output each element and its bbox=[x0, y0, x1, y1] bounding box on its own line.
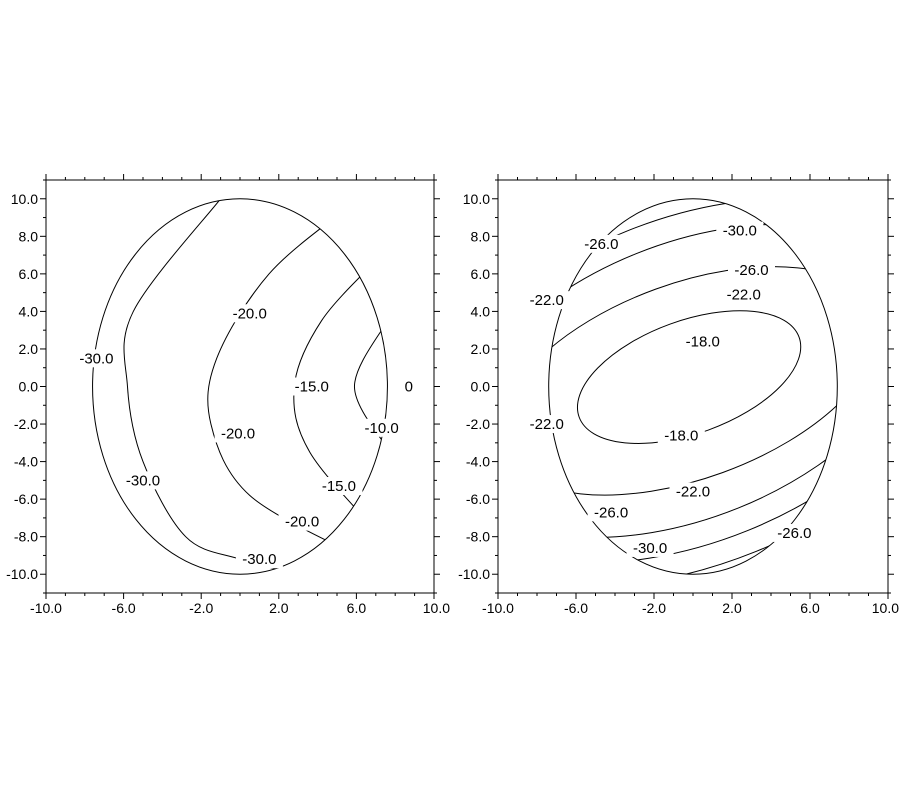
contour-line bbox=[123, 198, 299, 575]
contour-label-background bbox=[226, 304, 274, 323]
contour-label: -26.0 bbox=[734, 262, 768, 279]
x-tick-label: -10.0 bbox=[482, 600, 514, 616]
contour-label-background bbox=[657, 426, 705, 445]
contour-label: -18.0 bbox=[664, 427, 698, 444]
contour-label: -22.0 bbox=[676, 484, 710, 501]
contour-label: -20.0 bbox=[221, 425, 255, 442]
contour-label: 0 bbox=[405, 379, 413, 396]
x-tick-label: -6.0 bbox=[112, 600, 136, 616]
y-tick-label: -4.0 bbox=[466, 454, 490, 470]
contour-label-background bbox=[679, 332, 727, 351]
y-tick-label: -8.0 bbox=[466, 529, 490, 545]
y-tick-label: 8.0 bbox=[19, 228, 39, 244]
contour-label: -30.0 bbox=[633, 540, 667, 557]
y-tick-label: -10.0 bbox=[458, 566, 490, 582]
contour-label: -20.0 bbox=[233, 305, 267, 322]
x-tick-label: 6.0 bbox=[347, 600, 367, 616]
contour-line bbox=[548, 223, 838, 538]
contour-label-background bbox=[402, 377, 416, 396]
x-tick-label: 10.0 bbox=[423, 600, 450, 616]
y-tick-label: -8.0 bbox=[14, 529, 38, 545]
x-tick-label: 10.0 bbox=[872, 600, 899, 616]
contour-label-background bbox=[235, 550, 283, 569]
y-tick-label: 2.0 bbox=[19, 341, 39, 357]
plot-frame bbox=[45, 179, 435, 594]
contour-label-background bbox=[523, 291, 571, 310]
domain-boundary bbox=[548, 198, 838, 575]
contour-label-background bbox=[669, 482, 717, 501]
y-tick-label: 4.0 bbox=[471, 303, 491, 319]
contour-label: -30.0 bbox=[126, 472, 160, 489]
x-tick-label: -2.0 bbox=[189, 600, 213, 616]
y-tick-label: 10.0 bbox=[463, 191, 490, 207]
contour-label-background bbox=[770, 523, 818, 542]
x-tick-label: 2.0 bbox=[269, 600, 289, 616]
y-tick-label: 10.0 bbox=[11, 191, 38, 207]
y-tick-label: -2.0 bbox=[14, 416, 38, 432]
contour-label: -18.0 bbox=[686, 333, 720, 350]
contour-label-background bbox=[119, 471, 167, 490]
contour-label-background bbox=[315, 476, 363, 495]
y-tick-label: 8.0 bbox=[471, 228, 491, 244]
contour-label-background bbox=[728, 261, 775, 280]
contour-label: -15.0 bbox=[322, 478, 356, 495]
contour-lines bbox=[123, 198, 388, 575]
y-tick-label: 0.0 bbox=[471, 379, 491, 395]
right-contour-panel: -10.0 -6.0 -2.0 2.0 6.0 10.0 10.0 8.0 6.0 4.0 2.0 0… bbox=[458, 174, 899, 616]
contour-line bbox=[548, 266, 838, 496]
y-tick-label: -4.0 bbox=[14, 454, 38, 470]
y-tick-label: 2.0 bbox=[471, 341, 491, 357]
x-tick-label: 6.0 bbox=[800, 600, 820, 616]
contour-label: -15.0 bbox=[295, 379, 329, 396]
contour-label-background bbox=[278, 512, 326, 531]
contour-line bbox=[293, 258, 383, 538]
y-tick-label: 6.0 bbox=[19, 266, 39, 282]
y-tick-label: 6.0 bbox=[471, 266, 491, 282]
x-tick-label: -10.0 bbox=[30, 600, 62, 616]
left-contour-panel: -10.0 -6.0 -2.0 2.0 6.0 10.0 10.0 8.0 6.0 4.0 2.0 0… bbox=[6, 174, 450, 616]
contour-label: -30.0 bbox=[723, 223, 757, 240]
contour-label-background bbox=[214, 424, 262, 443]
y-tick-label: -10.0 bbox=[6, 566, 38, 582]
contour-label: -30.0 bbox=[242, 551, 276, 568]
contour-label: -26.0 bbox=[777, 525, 811, 542]
contour-label: -20.0 bbox=[285, 514, 319, 531]
x-tick-label: -6.0 bbox=[564, 600, 588, 616]
x-tick-label: -2.0 bbox=[642, 600, 666, 616]
contour-label: -22.0 bbox=[530, 416, 564, 433]
contour-label: -26.0 bbox=[584, 236, 618, 253]
contour-label-background bbox=[626, 538, 674, 557]
contour-label-background bbox=[72, 349, 120, 368]
contour-line bbox=[548, 198, 838, 564]
contour-label-background bbox=[720, 285, 768, 304]
y-tick-label: -6.0 bbox=[14, 491, 38, 507]
contour-label: -10.0 bbox=[365, 420, 399, 437]
x-tick-label: 2.0 bbox=[722, 600, 742, 616]
y-tick-label: -6.0 bbox=[466, 491, 490, 507]
contour-label-background bbox=[523, 415, 571, 434]
contour-label-background bbox=[587, 503, 635, 522]
contour-line bbox=[207, 207, 357, 556]
contour-line bbox=[548, 198, 838, 575]
contour-label: -22.0 bbox=[530, 292, 564, 309]
plot-frame bbox=[497, 179, 889, 594]
contour-label-background bbox=[577, 234, 625, 253]
domain-boundary bbox=[92, 198, 388, 575]
y-tick-label: -2.0 bbox=[466, 416, 490, 432]
contour-label: -22.0 bbox=[727, 287, 761, 304]
contour-label-background bbox=[716, 221, 764, 240]
contour-lines bbox=[548, 198, 838, 575]
y-tick-label: 4.0 bbox=[19, 303, 39, 319]
contour-label: -30.0 bbox=[79, 350, 113, 367]
contour-label-background bbox=[358, 418, 406, 437]
y-tick-label: 0.0 bbox=[19, 379, 39, 395]
contour-label-background bbox=[288, 377, 336, 396]
contour-label: -26.0 bbox=[594, 504, 628, 521]
contour-line bbox=[576, 310, 802, 444]
